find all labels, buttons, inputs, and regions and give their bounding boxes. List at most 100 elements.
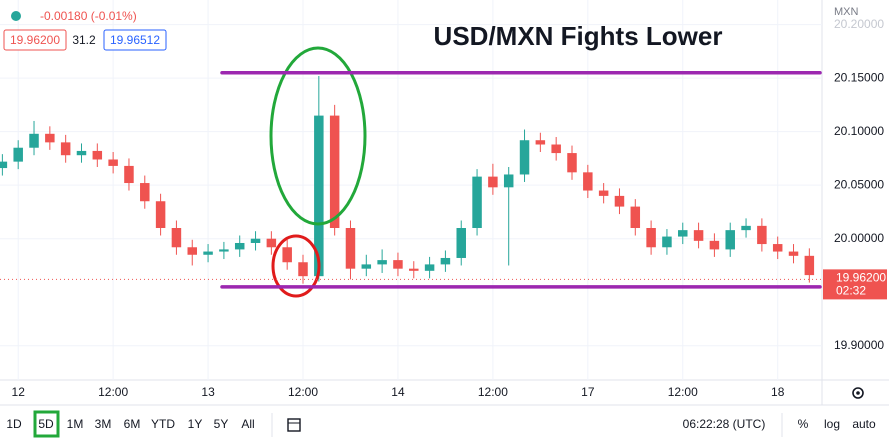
candle-body: [662, 236, 672, 248]
candle-body: [155, 201, 166, 228]
candle-body: [472, 176, 482, 228]
y-tick-label: 20.20000: [834, 17, 884, 31]
candle-body: [393, 260, 403, 269]
settings-icon[interactable]: [852, 387, 864, 399]
range-button[interactable]: 5Y: [214, 417, 229, 431]
candle-body: [219, 249, 229, 252]
range-button[interactable]: 5D: [38, 417, 54, 431]
candle-body: [108, 159, 118, 166]
candle-body: [551, 144, 561, 154]
highlight-ellipse: [269, 46, 367, 226]
candle-body: [124, 165, 134, 184]
candle-body: [29, 133, 39, 148]
candle-body: [60, 142, 71, 156]
candle-body: [598, 190, 609, 196]
candle-body: [424, 264, 435, 271]
candle-body: [314, 115, 324, 277]
candle-body: [630, 206, 641, 228]
candle-body: [519, 140, 530, 175]
scale-option[interactable]: %: [798, 417, 809, 431]
range-button[interactable]: YTD: [151, 417, 175, 431]
scale-option[interactable]: auto: [852, 417, 876, 431]
highlight-ellipse: [271, 234, 321, 298]
range-button[interactable]: 3M: [95, 417, 112, 431]
candle-body: [503, 174, 514, 188]
candle-body: [646, 228, 656, 248]
candle-body: [788, 251, 799, 256]
y-tick-label: 20.05000: [834, 177, 884, 191]
last-price-box: [823, 269, 887, 300]
y-tick-label: 20.15000: [834, 70, 884, 84]
range-button[interactable]: All: [241, 417, 254, 431]
candle-body: [440, 257, 451, 265]
range-button[interactable]: 1M: [67, 417, 84, 431]
candle-body: [234, 242, 245, 250]
ask[interactable]: 19.96512: [110, 33, 160, 47]
candle-body: [298, 262, 308, 277]
candle-body: [266, 238, 277, 248]
candle-body: [76, 150, 87, 156]
candle-body: [92, 150, 103, 160]
candle-body: [345, 228, 356, 269]
candle-body: [13, 147, 23, 162]
y-tick-label: 20.00000: [834, 231, 884, 245]
ask-box[interactable]: [103, 29, 167, 51]
candle-body: [377, 260, 387, 265]
candle-body: [693, 230, 704, 241]
candle-body: [171, 228, 182, 248]
candle-body: [140, 183, 150, 202]
candle-body: [0, 161, 8, 169]
spread: 31.2: [72, 33, 96, 47]
grid: [0, 0, 822, 380]
range-button[interactable]: 1D: [6, 417, 22, 431]
candle-body: [45, 133, 55, 143]
annotation-title: USD/MXN Fights Lower: [434, 21, 723, 51]
candle-body: [583, 172, 593, 191]
candle-body: [187, 247, 197, 255]
x-tick-label: 12:00: [668, 385, 698, 399]
calendar-icon[interactable]: [287, 418, 301, 432]
y-tick-label: 20.10000: [834, 124, 884, 138]
candle-body: [772, 244, 783, 252]
candle-body: [709, 240, 720, 250]
candle-body: [409, 268, 419, 271]
x-tick-label: 12:00: [98, 385, 128, 399]
change: -0.00180 (-0.01%): [40, 9, 137, 23]
candle-body: [203, 251, 213, 255]
selected-range-box: [33, 410, 60, 438]
last-price-label: 19.96200: [836, 271, 886, 285]
candle-body: [250, 238, 261, 243]
candle-body: [725, 230, 735, 250]
countdown: 02:32: [836, 284, 866, 298]
range-button[interactable]: 6M: [124, 417, 141, 431]
candle-body: [757, 225, 767, 245]
candle-body: [614, 195, 625, 207]
scale-option[interactable]: log: [824, 417, 840, 431]
candle-body: [804, 255, 815, 276]
x-tick-label: 17: [581, 385, 595, 399]
candle-body: [678, 230, 688, 237]
candle-body: [567, 153, 577, 173]
x-tick-label: 13: [201, 385, 215, 399]
candle-body: [329, 115, 340, 228]
x-tick-label: 12:00: [478, 385, 508, 399]
range-button[interactable]: 1Y: [188, 417, 203, 431]
bid[interactable]: 19.96200: [10, 33, 60, 47]
clock: 06:22:28 (UTC): [683, 417, 766, 431]
candle-body: [282, 247, 292, 263]
bid-box[interactable]: [3, 29, 67, 51]
candle-body: [488, 176, 498, 188]
candle-body: [535, 140, 546, 145]
x-tick-label: 14: [391, 385, 405, 399]
y-tick-label: 19.90000: [834, 338, 884, 352]
status-dot: [11, 11, 21, 21]
currency: MXN: [834, 6, 859, 18]
candle-body: [741, 225, 751, 231]
x-tick-label: 18: [771, 385, 785, 399]
candle-body: [456, 228, 466, 258]
x-tick-label: 12: [12, 385, 26, 399]
candles: [0, 76, 815, 284]
candle-body: [361, 264, 372, 269]
